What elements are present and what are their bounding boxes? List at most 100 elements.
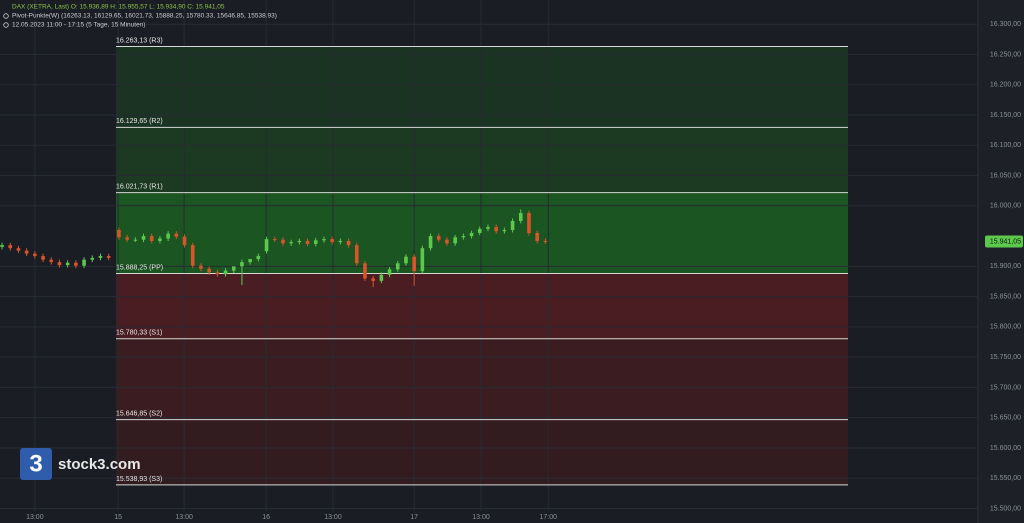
candle-body <box>16 248 21 251</box>
candle-body <box>33 253 37 257</box>
candle-body <box>543 240 548 242</box>
candle-body <box>445 239 449 244</box>
candle-body <box>133 239 138 241</box>
logo-mark <box>20 448 52 480</box>
candle-body <box>330 239 334 243</box>
candle-body <box>395 263 400 270</box>
candle-body <box>8 245 13 249</box>
x-tick-label: 17:00 <box>539 514 557 521</box>
candle-body <box>82 259 86 266</box>
candle-body <box>518 213 523 221</box>
candle-body <box>305 240 310 244</box>
header-icon <box>3 22 9 28</box>
candle-body <box>428 236 433 249</box>
header-indicator: Pivot-Punkte(W) (16263.13, 16129.65, 160… <box>12 13 277 20</box>
y-tick-label: 15.800,00 <box>990 324 1021 331</box>
pivot-label: 15.780,33 (S1) <box>116 330 162 337</box>
x-tick-label: 13:00 <box>472 514 490 521</box>
candle-body <box>207 268 211 273</box>
y-tick-label: 16.150,00 <box>990 112 1021 119</box>
pivot-zone <box>116 419 848 485</box>
candle-body <box>535 233 539 241</box>
candle-body <box>510 220 515 231</box>
x-tick-label: 13:00 <box>175 514 193 521</box>
y-axis-panel <box>978 0 1024 523</box>
y-tick-label: 15.700,00 <box>990 384 1021 391</box>
candle-body <box>354 245 359 264</box>
y-tick-label: 16.300,00 <box>990 21 1021 28</box>
x-tick-label: 16 <box>262 514 270 521</box>
candle-body <box>289 242 293 244</box>
candle-body <box>0 245 4 247</box>
y-tick-label: 16.050,00 <box>990 172 1021 179</box>
candle-body <box>272 239 277 241</box>
y-tick-label: 16.100,00 <box>990 142 1021 149</box>
candle-body <box>125 237 129 240</box>
y-tick-label: 15.900,00 <box>990 263 1021 270</box>
candle-body <box>182 236 187 246</box>
candle-body <box>297 240 302 243</box>
x-tick-label: 13:00 <box>324 514 342 521</box>
candle-body <box>461 236 466 238</box>
logo-text: stock3.com <box>58 456 141 473</box>
candle-body <box>117 230 121 238</box>
candle-body <box>74 262 78 266</box>
x-tick-label: 13:00 <box>26 514 44 521</box>
candle-body <box>41 256 45 260</box>
candle-body <box>240 262 244 267</box>
candle-body <box>420 248 425 272</box>
candle-body <box>338 240 343 243</box>
candle-body <box>149 236 154 241</box>
candle-body <box>527 213 531 234</box>
candle-body <box>469 233 474 237</box>
pivot-label: 16.129,65 (R2) <box>116 118 163 125</box>
candle-body <box>486 226 490 229</box>
candle-body <box>158 238 162 241</box>
candle-body <box>65 262 70 266</box>
candle-body <box>281 239 285 244</box>
y-tick-label: 15.600,00 <box>990 445 1021 452</box>
x-tick-label: 17 <box>410 514 418 521</box>
candle-body <box>264 239 269 252</box>
candle-body <box>346 240 351 246</box>
y-tick-label: 16.000,00 <box>990 203 1021 210</box>
candle-body <box>231 266 236 271</box>
y-tick-label: 16.200,00 <box>990 82 1021 89</box>
candle-body <box>141 236 146 240</box>
y-tick-label: 15.850,00 <box>990 293 1021 300</box>
pivot-zone <box>116 127 848 193</box>
candle-body <box>174 233 179 237</box>
candle-body <box>256 256 261 260</box>
candle-body <box>223 270 228 275</box>
candle-body <box>57 262 62 266</box>
candle-body <box>363 263 367 279</box>
candle-body <box>379 274 384 281</box>
candle-body <box>404 256 408 264</box>
pivot-label: 15.646,85 (S2) <box>116 410 162 417</box>
candle-body <box>502 230 507 232</box>
candle-body <box>199 265 203 269</box>
candle-body <box>106 256 111 258</box>
candle-body <box>453 237 457 244</box>
candle-body <box>412 256 416 272</box>
y-tick-label: 16.250,00 <box>990 51 1021 58</box>
y-tick-label: 15.550,00 <box>990 475 1021 482</box>
pivot-zone <box>116 338 848 420</box>
candle-body <box>49 259 54 263</box>
candle-body <box>90 257 95 260</box>
candle-body <box>248 259 252 263</box>
y-tick-label: 15.650,00 <box>990 415 1021 422</box>
candle-body <box>436 236 441 240</box>
pivot-zone <box>116 46 848 128</box>
logo-digit: 3 <box>29 450 42 477</box>
candle-body <box>215 272 220 275</box>
y-tick-label: 15.500,00 <box>990 505 1021 512</box>
header-range: 12.05.2023 11:00 - 17:15 (5 Tage, 15 Min… <box>12 22 145 29</box>
header-quote: DAX (XETRA, Last) O: 15.936,89 H: 15.955… <box>12 4 225 11</box>
pivot-label: 15.888,25 (PP) <box>116 264 163 271</box>
last-price-box <box>985 235 1023 248</box>
candle-body <box>166 233 170 239</box>
pivot-zone <box>116 192 848 274</box>
header-icon <box>3 13 9 19</box>
